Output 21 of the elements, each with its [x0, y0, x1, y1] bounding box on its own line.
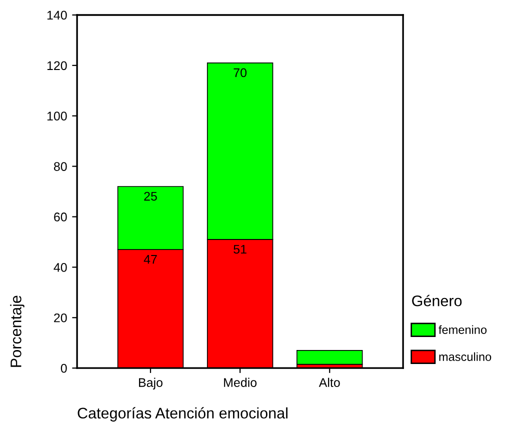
legend-label: masculino: [439, 352, 492, 361]
y-tick-label: 120: [47, 61, 67, 70]
bar: [296, 350, 363, 365]
y-tick-label: 0: [60, 364, 67, 373]
x-axis-title: Categorías Atención emocional: [78, 407, 288, 422]
y-tick-label: 80: [54, 162, 67, 171]
legend-label: femenino: [438, 325, 487, 334]
data-label: 51: [234, 244, 246, 254]
y-tick-label: 140: [47, 10, 67, 20]
y-axis-title: Porcentaje: [10, 296, 24, 367]
x-tick-label: Alto: [318, 378, 340, 387]
x-tick-label: Bajo: [139, 378, 162, 390]
y-tick-label: 60: [54, 212, 67, 222]
data-label: 47: [144, 255, 157, 264]
data-label: 70: [234, 68, 247, 78]
y-tick-label: 20: [54, 313, 67, 322]
y-tick-label: 100: [47, 112, 67, 121]
data-label: 25: [144, 192, 157, 201]
y-tick-label: 40: [54, 262, 67, 272]
x-tick-label: Medio: [224, 378, 257, 387]
legend-title: Género: [412, 294, 462, 306]
